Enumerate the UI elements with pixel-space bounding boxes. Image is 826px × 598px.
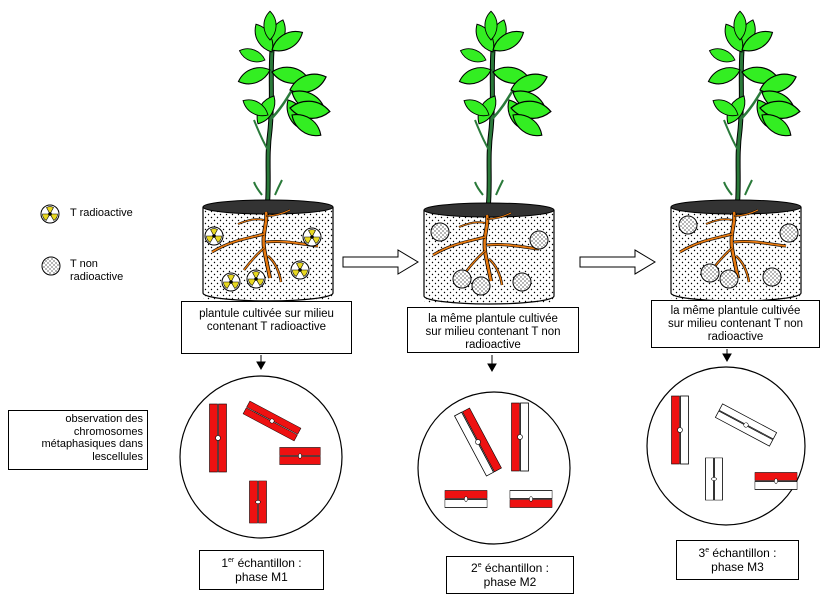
down-arrow-1	[256, 355, 266, 371]
culture-1-line2: contenant T radioactive	[206, 321, 327, 333]
legend-nonradioactive-label: T non radioactive	[70, 258, 123, 284]
culture-box-3: la même plantule cultivée sur milieu con…	[651, 300, 820, 348]
sample-box-2: 2e échantillon : phase M2	[446, 556, 574, 594]
legend-radioactive-symbol	[40, 204, 60, 224]
arrow-stage-1-to-2	[342, 249, 419, 275]
chromosomes-phase-m1	[209, 400, 321, 524]
pot-stage-3	[669, 198, 803, 303]
down-arrow-2	[487, 355, 497, 373]
sample-1-phase: phase M1	[235, 570, 288, 584]
chromosomes-phase-m2	[444, 402, 553, 508]
sample-box-1: 1er échantillon : phase M1	[199, 550, 324, 590]
culture-2-line3: radioactive	[465, 339, 521, 351]
observation-line2: chromosomes	[73, 425, 143, 438]
culture-2-line1: la même plantule cultivée	[428, 313, 558, 325]
observation-circle-3	[646, 366, 806, 526]
sample-3-title: 3e échantillon :	[698, 546, 777, 560]
culture-box-2: la même plantule cultivée sur milieu con…	[407, 307, 579, 353]
arrow-stage-2-to-3	[579, 249, 656, 275]
culture-box-1: plantule cultivée sur milieu contenant T…	[181, 301, 352, 354]
observation-line4: lescellules	[92, 450, 143, 463]
culture-1-line1: plantule cultivée sur milieu	[199, 308, 334, 320]
legend-nonradioactive-line1: T non	[70, 258, 98, 270]
chromosomes-phase-m3	[671, 395, 798, 501]
down-arrow-3	[722, 349, 732, 363]
sample-2-title: 2e échantillon :	[471, 561, 549, 575]
culture-3-line3: radioactive	[707, 331, 764, 343]
culture-2-line2: sur milieu contenant T non	[425, 326, 561, 338]
plant-stage-1	[236, 11, 331, 210]
plant-stage-3	[706, 11, 801, 210]
legend-radioactive-label: T radioactive	[70, 207, 133, 219]
culture-3-line1: la même plantule cultivée	[670, 305, 801, 317]
culture-3-line2: sur milieu contenant T non	[667, 318, 804, 330]
sample-box-3: 3e échantillon : phase M3	[676, 540, 799, 580]
observation-box: observation des chromosomes métaphasique…	[8, 410, 148, 470]
sample-1-title: 1er échantillon :	[221, 556, 302, 570]
observation-line3: métaphasiques dans	[41, 438, 143, 450]
sample-2-phase: phase M2	[483, 575, 537, 589]
sample-3-phase: phase M3	[711, 560, 764, 574]
legend-nonradioactive-line2: radioactive	[70, 271, 124, 283]
legend-nonradioactive-symbol	[41, 256, 61, 276]
plant-stage-2	[457, 11, 552, 210]
observation-line1: observation des	[65, 413, 143, 425]
